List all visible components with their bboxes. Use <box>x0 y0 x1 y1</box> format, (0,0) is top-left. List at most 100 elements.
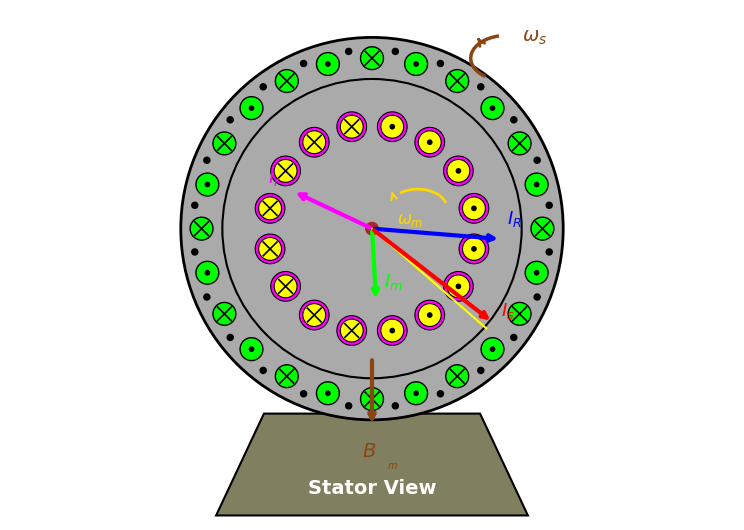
Circle shape <box>447 160 470 182</box>
Wedge shape <box>222 215 345 227</box>
Wedge shape <box>344 255 368 376</box>
Wedge shape <box>379 254 414 374</box>
Wedge shape <box>384 95 444 205</box>
Text: $_m$: $_m$ <box>387 458 397 472</box>
Wedge shape <box>241 242 349 305</box>
Wedge shape <box>312 90 362 204</box>
Circle shape <box>389 124 395 129</box>
Wedge shape <box>321 254 364 371</box>
Circle shape <box>415 300 445 330</box>
Wedge shape <box>222 229 345 238</box>
Wedge shape <box>317 88 363 204</box>
Wedge shape <box>398 234 519 261</box>
Circle shape <box>255 234 285 264</box>
Circle shape <box>405 382 428 405</box>
Circle shape <box>533 270 539 276</box>
Circle shape <box>260 367 267 374</box>
Wedge shape <box>396 156 505 216</box>
Circle shape <box>248 346 254 352</box>
Wedge shape <box>399 229 522 238</box>
Circle shape <box>255 193 285 223</box>
Wedge shape <box>358 255 371 378</box>
Wedge shape <box>292 251 359 357</box>
Wedge shape <box>394 145 498 214</box>
Circle shape <box>459 193 489 223</box>
Wedge shape <box>391 246 484 331</box>
Wedge shape <box>308 91 362 204</box>
Wedge shape <box>399 210 521 226</box>
Wedge shape <box>223 205 345 225</box>
Wedge shape <box>397 237 514 279</box>
Circle shape <box>413 391 419 396</box>
Circle shape <box>191 248 199 255</box>
Wedge shape <box>383 93 440 205</box>
Wedge shape <box>392 130 487 211</box>
Wedge shape <box>387 105 460 207</box>
Wedge shape <box>222 224 345 228</box>
Wedge shape <box>397 173 513 219</box>
Wedge shape <box>243 148 349 215</box>
Circle shape <box>340 319 363 342</box>
Circle shape <box>300 390 307 398</box>
Circle shape <box>316 52 339 75</box>
Wedge shape <box>273 249 355 344</box>
Circle shape <box>240 96 263 120</box>
Circle shape <box>345 48 353 55</box>
Wedge shape <box>377 255 405 376</box>
Wedge shape <box>391 120 478 209</box>
Circle shape <box>274 160 297 182</box>
Wedge shape <box>394 137 493 213</box>
Wedge shape <box>227 235 346 270</box>
Wedge shape <box>379 85 418 203</box>
Wedge shape <box>231 238 347 284</box>
Circle shape <box>325 391 331 396</box>
Text: $\omega_m$: $\omega_m$ <box>397 211 423 229</box>
Wedge shape <box>284 105 357 207</box>
Wedge shape <box>222 228 345 233</box>
Wedge shape <box>254 245 351 324</box>
Wedge shape <box>266 120 353 209</box>
Wedge shape <box>398 182 516 221</box>
Circle shape <box>381 319 404 342</box>
Wedge shape <box>381 254 427 369</box>
Wedge shape <box>223 210 345 226</box>
Wedge shape <box>353 255 370 377</box>
Circle shape <box>345 402 353 410</box>
Circle shape <box>533 156 541 164</box>
Wedge shape <box>300 95 360 205</box>
Wedge shape <box>379 254 418 373</box>
Wedge shape <box>385 98 448 205</box>
Circle shape <box>463 197 485 220</box>
Circle shape <box>446 69 469 92</box>
Wedge shape <box>335 255 366 375</box>
Wedge shape <box>397 165 510 218</box>
Wedge shape <box>390 117 475 209</box>
Text: $I_R$: $I_R$ <box>507 209 522 229</box>
Wedge shape <box>398 235 517 270</box>
Wedge shape <box>292 100 359 206</box>
Circle shape <box>196 261 219 284</box>
Circle shape <box>415 127 445 157</box>
Wedge shape <box>399 232 521 252</box>
Wedge shape <box>246 243 350 313</box>
Circle shape <box>303 304 326 326</box>
Wedge shape <box>234 240 347 293</box>
Wedge shape <box>394 243 498 313</box>
Wedge shape <box>263 247 353 334</box>
Circle shape <box>510 116 518 123</box>
Circle shape <box>320 176 424 280</box>
Wedge shape <box>237 161 348 217</box>
Wedge shape <box>339 255 367 376</box>
Wedge shape <box>396 161 507 217</box>
Wedge shape <box>344 81 368 202</box>
Circle shape <box>447 275 470 298</box>
Wedge shape <box>335 83 366 202</box>
Wedge shape <box>260 126 353 211</box>
Circle shape <box>275 365 298 387</box>
Wedge shape <box>257 246 352 328</box>
Wedge shape <box>362 255 371 378</box>
Wedge shape <box>373 80 386 202</box>
Circle shape <box>525 261 548 284</box>
Circle shape <box>413 61 419 67</box>
Wedge shape <box>372 255 376 378</box>
